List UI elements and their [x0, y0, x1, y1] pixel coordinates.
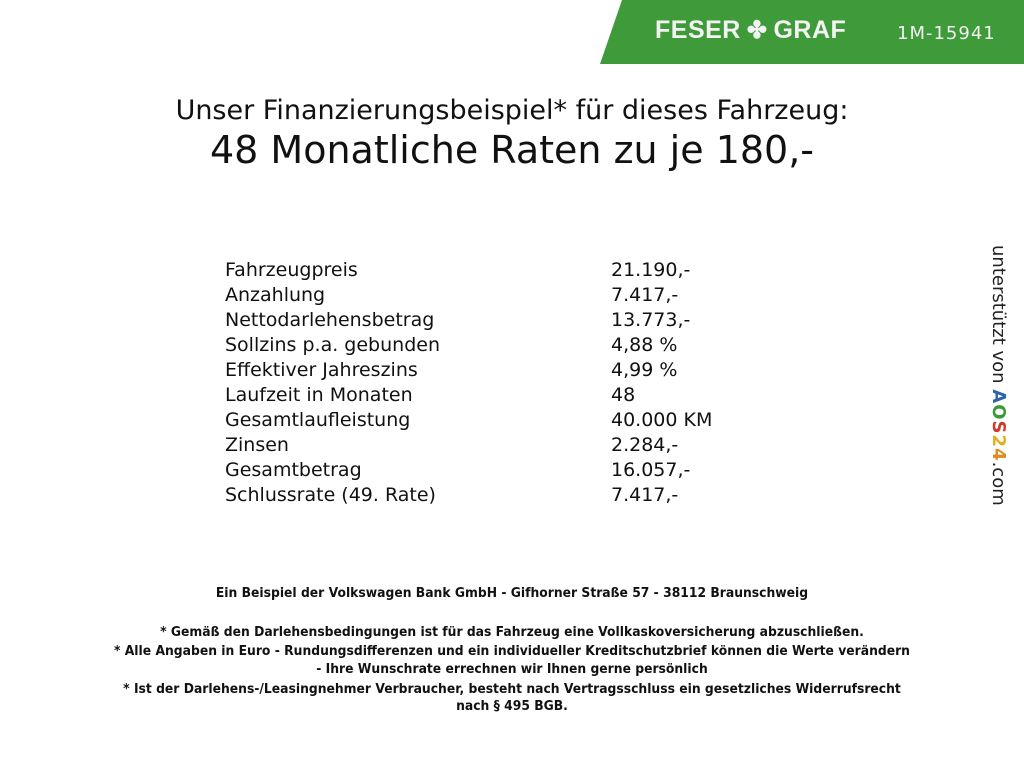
supported-by: unterstützt von AOS24.com: [988, 245, 1009, 506]
table-row: Schlussrate (49. Rate) 7.417,-: [225, 483, 712, 508]
row-value: 4,99 %: [611, 359, 678, 381]
row-value: 48: [611, 384, 636, 406]
row-label: Nettodarlehensbetrag: [225, 309, 435, 331]
table-row: Zinsen 2.284,-: [225, 433, 712, 458]
vehicle-code: 1M-15941: [897, 23, 996, 44]
supported-by-suffix: .com: [988, 461, 1009, 506]
row-value: 16.057,-: [611, 459, 691, 481]
row-value: 7.417,-: [611, 484, 679, 506]
clover-icon: ✤: [746, 17, 768, 44]
row-value: 4,88 %: [611, 334, 678, 356]
aos24-logo: AOS24: [988, 389, 1009, 462]
finance-table: Fahrzeugpreis 21.190,- Anzahlung 7.417,- N…: [225, 258, 712, 508]
brand-right: GRAF: [773, 16, 847, 44]
table-row: Gesamtbetrag 16.057,-: [225, 458, 712, 483]
row-value: 21.190,-: [611, 259, 691, 281]
footnote: * Alle Angaben in Euro - Rundungsdiffere…: [113, 644, 910, 659]
row-value: 40.000 KM: [611, 409, 713, 431]
brand-left: FESER: [655, 16, 741, 44]
row-label: Zinsen: [225, 434, 289, 456]
row-label: Laufzeit in Monaten: [225, 384, 413, 406]
row-value: 2.284,-: [611, 434, 679, 456]
row-value: 13.773,-: [611, 309, 691, 331]
table-row: Nettodarlehensbetrag 13.773,-: [225, 308, 712, 333]
supported-by-text: unterstützt von: [988, 245, 1009, 384]
footnote: * Ist der Darlehens-/Leasingnehmer Verbr…: [123, 682, 901, 697]
footnote: nach § 495 BGB.: [456, 699, 568, 714]
footnote: - Ihre Wunschrate errechnen wir Ihnen ge…: [316, 662, 708, 677]
table-row: Laufzeit in Monaten 48: [225, 383, 712, 408]
brand-banner: [600, 0, 1024, 64]
title-line1: Unser Finanzierungsbeispiel* für dieses …: [175, 95, 849, 126]
table-row: Gesamtlaufleistung 40.000 KM: [225, 408, 712, 433]
row-label: Schlussrate (49. Rate): [225, 484, 436, 506]
row-label: Anzahlung: [225, 284, 326, 306]
table-row: Anzahlung 7.417,-: [225, 283, 712, 308]
footnote: * Gemäß den Darlehensbedingungen ist für…: [160, 625, 864, 640]
row-label: Gesamtlaufleistung: [225, 409, 411, 431]
row-label: Fahrzeugpreis: [225, 259, 358, 281]
row-label: Effektiver Jahreszins: [225, 359, 418, 381]
brand-logo: FESER ✤ GRAF: [655, 16, 846, 45]
bank-info: Ein Beispiel der Volkswagen Bank GmbH - …: [215, 586, 809, 601]
title-line2: 48 Monatliche Raten zu je 180,-: [209, 128, 815, 172]
row-value: 7.417,-: [611, 284, 679, 306]
table-row: Fahrzeugpreis 21.190,-: [225, 258, 712, 283]
row-label: Gesamtbetrag: [225, 459, 362, 481]
row-label: Sollzins p.a. gebunden: [225, 334, 440, 356]
table-row: Effektiver Jahreszins 4,99 %: [225, 358, 712, 383]
table-row: Sollzins p.a. gebunden 4,88 %: [225, 333, 712, 358]
